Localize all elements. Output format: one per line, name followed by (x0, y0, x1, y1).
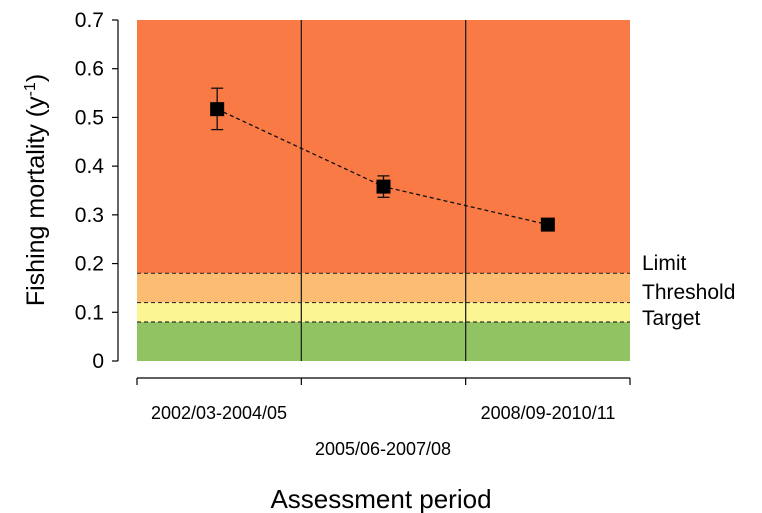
y-axis: 0 0.1 0.2 0.3 0.4 0.5 0.6 0.7 (75, 9, 119, 373)
x-tick-label-1: 2005/06-2007/08 (315, 439, 451, 459)
ref-label-limit: Limit (642, 252, 687, 275)
zone-3 (137, 322, 630, 361)
y-tick-label-2: 0.2 (75, 253, 104, 276)
y-tick-label-0: 0 (92, 350, 104, 373)
y-tick-label-3: 0.3 (75, 204, 104, 227)
x-axis: 2002/03-2004/05 2005/06-2007/08 2008/09-20… (136, 377, 631, 459)
x-tick-label-2: 2008/09-2010/11 (481, 403, 616, 423)
ref-label-threshold: Threshold (642, 281, 735, 304)
y-tick-label-6: 0.6 (75, 58, 104, 81)
zone-2 (137, 302, 630, 323)
y-axis-title: Fishing mortality (y-1) (22, 74, 50, 306)
x-tick-label-0: 2002/03-2004/05 (151, 403, 287, 423)
reference-lines: Limit Threshold Target (137, 252, 735, 330)
zone-0 (137, 20, 630, 274)
y-tick-label-5: 0.5 (75, 106, 104, 129)
y-axis-title-superscript: -1 (22, 82, 39, 96)
series-mortality (210, 87, 555, 232)
zone-1 (137, 273, 630, 303)
x-axis-title: Assessment period (270, 484, 491, 513)
period-dividers (300, 20, 467, 361)
y-tick-label-1: 0.1 (75, 301, 104, 324)
risk-zones (137, 20, 630, 361)
ref-label-target: Target (642, 307, 701, 330)
y-tick-label-4: 0.4 (75, 155, 105, 178)
data-point-2 (540, 217, 555, 232)
y-tick-label-7: 0.7 (75, 9, 104, 32)
data-point-0 (210, 102, 225, 117)
data-point-1 (376, 179, 391, 194)
